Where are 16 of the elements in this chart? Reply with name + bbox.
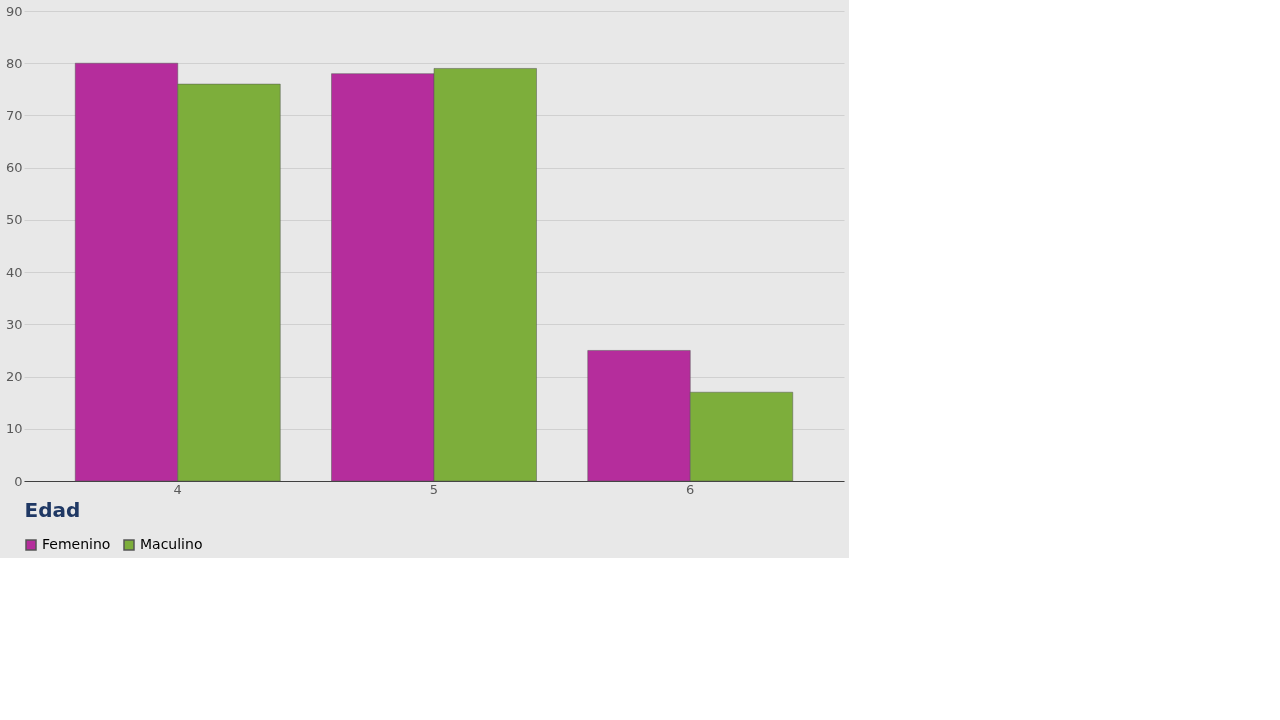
y-tick-label: 0 xyxy=(14,473,23,489)
x-tick-label: 5 xyxy=(429,481,439,497)
y-tick-label: 50 xyxy=(5,212,23,228)
y-tick-label: 40 xyxy=(5,264,23,280)
y-tick-label: 80 xyxy=(5,55,23,71)
y-tick-label: 90 xyxy=(5,3,23,19)
y-tick-label: 70 xyxy=(5,107,23,123)
x-axis-title: Edad xyxy=(24,497,81,522)
y-tick-label: 30 xyxy=(5,316,23,332)
x-tick-label: 4 xyxy=(173,481,182,497)
legend-label: Femenino xyxy=(42,536,111,552)
y-tick-label: 20 xyxy=(5,369,23,385)
y-tick-label: 10 xyxy=(5,421,23,437)
legend-label: Maculino xyxy=(140,536,203,552)
y-tick-label: 60 xyxy=(5,160,23,176)
x-tick-label: 6 xyxy=(686,481,695,497)
